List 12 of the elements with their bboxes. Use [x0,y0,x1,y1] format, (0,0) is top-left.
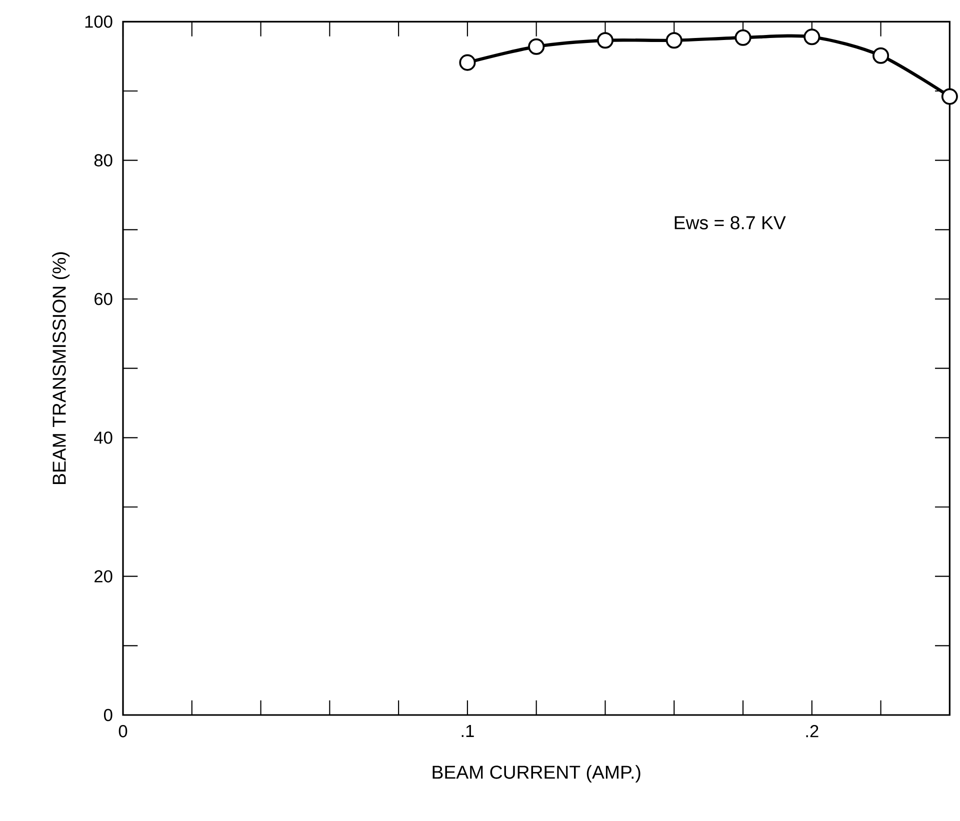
x-tick-label: .2 [806,725,818,738]
x-axis-title: BEAM CURRENT (AMP.) [432,765,640,783]
y-tick-label: 0 [104,708,112,722]
y-tick-label: 100 [85,16,112,28]
y-tick-label: 80 [94,154,112,166]
y-tick-label: 20 [94,570,112,582]
y-tick-label: 40 [94,432,112,444]
y-tick-label: 60 [94,292,112,306]
x-tick-label: .1 [462,725,474,737]
annotation: Ews = 8.7 KV [674,216,786,230]
y-axis-title: BEAM TRANSMISSION (%) [52,252,70,484]
x-tick-label: 0 [118,725,128,738]
